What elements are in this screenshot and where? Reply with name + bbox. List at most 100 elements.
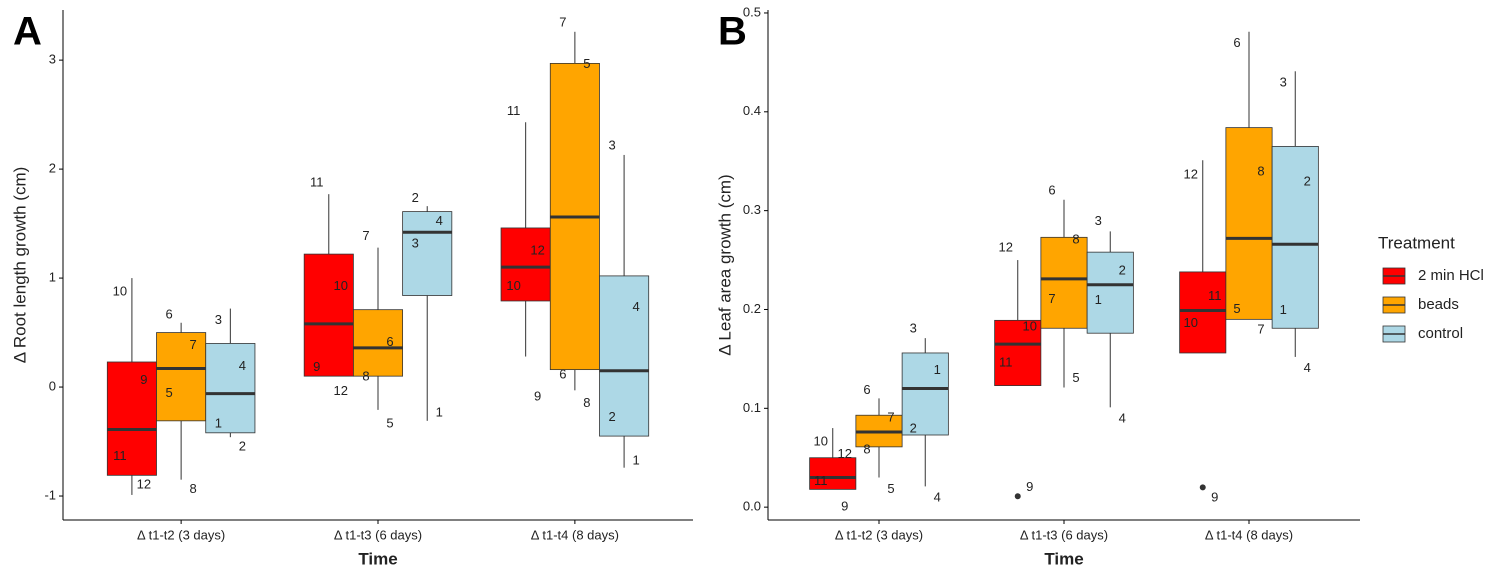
point-label: 4 — [1119, 411, 1126, 426]
box — [156, 332, 207, 422]
point-label: 12 — [999, 240, 1013, 255]
box — [205, 343, 256, 434]
point-label: 9 — [313, 359, 320, 374]
y-tick-label: 0.1 — [743, 400, 761, 415]
point-label: 11 — [1208, 288, 1222, 303]
y-axis-title: Δ Leaf area growth (cm) — [715, 174, 734, 355]
point-label: 2 — [1304, 173, 1311, 188]
point-label: 8 — [1257, 164, 1264, 179]
y-tick-label: 3 — [49, 52, 56, 67]
point-label: 3 — [608, 138, 615, 153]
box — [1225, 127, 1273, 320]
y-tick-label: 0.2 — [743, 301, 761, 316]
point-label: 9 — [140, 372, 147, 387]
point-label: 1 — [215, 416, 222, 431]
point-label: 1 — [934, 362, 941, 377]
x-tick-label: Δ t1-t4 (8 days) — [1205, 527, 1293, 542]
outlier — [1014, 493, 1021, 500]
box — [599, 275, 650, 437]
point-label: 6 — [386, 334, 393, 349]
x-tick-label: Δ t1-t2 (3 days) — [835, 527, 923, 542]
point-label: 6 — [166, 307, 173, 322]
panel-label: A — [13, 10, 42, 54]
point-label: 8 — [1072, 232, 1079, 247]
x-axis-title: Time — [358, 549, 397, 568]
y-tick-label: 0.0 — [743, 499, 761, 514]
point-label: 5 — [887, 481, 894, 496]
box — [1040, 236, 1088, 329]
panel-label: B — [718, 10, 747, 54]
point-label: 3 — [910, 321, 917, 336]
point-label: 8 — [190, 481, 197, 496]
point-label: 11 — [113, 448, 127, 463]
point-label: 12 — [838, 446, 852, 461]
legend-label: beads — [1418, 296, 1459, 313]
point-label: 6 — [863, 382, 870, 397]
y-tick-label: 0 — [49, 378, 56, 393]
point-label: 6 — [559, 367, 566, 382]
box — [1271, 145, 1319, 329]
point-label: 11 — [507, 103, 521, 118]
point-label: 2 — [239, 438, 246, 453]
outlier — [1199, 484, 1206, 491]
point-label: 7 — [1048, 291, 1055, 306]
point-label: 10 — [1023, 319, 1037, 334]
point-label: 7 — [362, 228, 369, 243]
point-label: 12 — [1184, 166, 1198, 181]
point-label: 6 — [1233, 35, 1240, 50]
point-label: 10 — [113, 284, 127, 299]
point-label: 6 — [1048, 182, 1055, 197]
box — [352, 309, 404, 377]
box — [500, 227, 551, 302]
point-label: 10 — [334, 278, 348, 293]
box — [809, 457, 857, 490]
box — [303, 253, 354, 377]
point-label: 7 — [190, 337, 197, 352]
point-label: 3 — [412, 236, 419, 251]
point-label: 9 — [841, 499, 848, 514]
point-label: 12 — [137, 477, 151, 492]
point-label: 2 — [1119, 262, 1126, 277]
point-label: 7 — [1257, 322, 1264, 337]
x-tick-label: Δ t1-t4 (8 days) — [531, 527, 619, 542]
point-label: 1 — [1280, 302, 1287, 317]
point-label: 4 — [436, 213, 443, 228]
point-label: 2 — [412, 190, 419, 205]
point-label: 5 — [583, 56, 590, 71]
point-label: 10 — [814, 433, 828, 448]
point-label: 5 — [1072, 370, 1079, 385]
x-tick-label: Δ t1-t2 (3 days) — [137, 527, 225, 542]
box — [901, 352, 949, 436]
point-label: 4 — [934, 490, 941, 505]
y-tick-label: 2 — [49, 161, 56, 176]
legend-label: 2 min HCl — [1418, 267, 1484, 284]
point-label: 3 — [215, 312, 222, 327]
point-label: 2 — [608, 409, 615, 424]
y-tick-label: -1 — [44, 487, 56, 502]
box — [1179, 271, 1227, 354]
y-axis-title: Δ Root length growth (cm) — [10, 167, 29, 364]
point-label: 9 — [1026, 479, 1033, 494]
x-axis-title: Time — [1044, 549, 1083, 568]
y-tick-label: 0.5 — [743, 4, 761, 19]
y-tick-label: 1 — [49, 270, 56, 285]
point-label: 4 — [239, 358, 246, 373]
point-label: 4 — [1304, 360, 1311, 375]
point-label: 11 — [999, 354, 1013, 369]
y-tick-label: 0.3 — [743, 202, 761, 217]
legend-title: Treatment — [1378, 233, 1455, 252]
point-label: 10 — [506, 278, 520, 293]
point-label: 12 — [334, 383, 348, 398]
point-label: 11 — [310, 175, 324, 190]
legend-label: control — [1418, 325, 1463, 342]
point-label: 3 — [1280, 75, 1287, 90]
point-label: 1 — [436, 405, 443, 420]
x-tick-label: Δ t1-t3 (6 days) — [334, 527, 422, 542]
point-label: 1 — [1095, 292, 1102, 307]
point-label: 11 — [814, 473, 828, 488]
point-label: 3 — [1095, 213, 1102, 228]
point-label: 7 — [559, 15, 566, 30]
point-label: 5 — [386, 416, 393, 431]
point-label: 10 — [1184, 315, 1198, 330]
